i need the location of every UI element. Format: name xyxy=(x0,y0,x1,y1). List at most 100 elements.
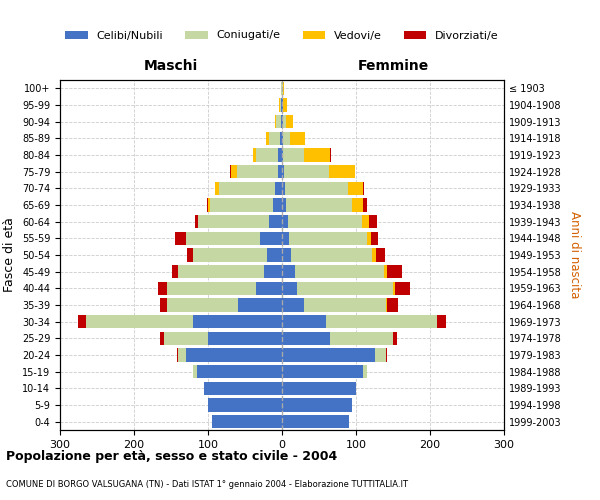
Bar xyxy=(193,315,282,328)
Bar xyxy=(281,115,282,128)
Bar xyxy=(374,348,386,362)
Bar xyxy=(384,265,387,278)
Bar xyxy=(197,365,282,378)
Bar xyxy=(280,98,281,112)
Bar xyxy=(295,265,384,278)
Text: Maschi: Maschi xyxy=(144,59,198,73)
Bar xyxy=(275,115,276,128)
Bar xyxy=(372,248,376,262)
Bar xyxy=(282,215,288,228)
Bar xyxy=(291,248,372,262)
Bar xyxy=(362,215,370,228)
Bar xyxy=(260,232,282,245)
Bar xyxy=(269,132,280,145)
Bar xyxy=(281,98,282,112)
Bar xyxy=(362,182,364,195)
Bar xyxy=(194,215,199,228)
Bar xyxy=(282,382,356,395)
Bar xyxy=(178,348,186,362)
Bar xyxy=(219,182,275,195)
Bar xyxy=(282,298,304,312)
Bar xyxy=(208,332,282,345)
Bar xyxy=(278,148,282,162)
Bar xyxy=(187,248,193,262)
Bar xyxy=(283,148,304,162)
Bar xyxy=(208,398,282,411)
Text: COMUNE DI BORGO VALSUGANA (TN) - Dati ISTAT 1° gennaio 2004 - Elaborazione TUTTI: COMUNE DI BORGO VALSUGANA (TN) - Dati IS… xyxy=(6,480,408,489)
Bar xyxy=(286,115,293,128)
Bar xyxy=(281,82,282,95)
Bar xyxy=(280,132,282,145)
Bar xyxy=(199,215,269,228)
Bar xyxy=(279,98,280,112)
Bar xyxy=(237,165,278,178)
Bar xyxy=(286,198,352,211)
Bar xyxy=(282,82,283,95)
Bar xyxy=(177,348,178,362)
Bar xyxy=(267,248,282,262)
Bar xyxy=(160,298,167,312)
Bar xyxy=(367,232,371,245)
Bar xyxy=(386,298,387,312)
Bar xyxy=(172,265,178,278)
Bar xyxy=(395,282,410,295)
Text: Femmine: Femmine xyxy=(358,59,428,73)
Bar xyxy=(393,282,395,295)
Bar xyxy=(290,132,305,145)
Bar xyxy=(167,282,256,295)
Bar xyxy=(175,232,186,245)
Bar xyxy=(273,198,282,211)
Bar xyxy=(282,332,330,345)
Bar xyxy=(387,265,402,278)
Bar xyxy=(348,182,362,195)
Bar xyxy=(387,298,398,312)
Bar xyxy=(282,182,285,195)
Bar xyxy=(282,248,291,262)
Bar xyxy=(364,198,367,211)
Legend: Celibi/Nubili, Coniugati/e, Vedovi/e, Divorziati/e: Celibi/Nubili, Coniugati/e, Vedovi/e, Di… xyxy=(61,26,503,45)
Bar xyxy=(304,298,386,312)
Bar xyxy=(282,415,349,428)
Bar xyxy=(282,165,284,178)
Bar xyxy=(253,148,256,162)
Bar xyxy=(352,198,364,211)
Bar xyxy=(269,215,282,228)
Bar xyxy=(376,248,385,262)
Bar xyxy=(283,115,286,128)
Bar xyxy=(193,365,197,378)
Bar xyxy=(282,348,374,362)
Bar xyxy=(364,365,367,378)
Bar xyxy=(288,215,362,228)
Bar xyxy=(284,165,329,178)
Bar xyxy=(282,398,352,411)
Bar xyxy=(210,198,273,211)
Bar xyxy=(282,232,289,245)
Bar xyxy=(275,182,282,195)
Bar xyxy=(231,165,237,178)
Bar xyxy=(178,265,263,278)
Bar xyxy=(206,198,208,211)
Bar xyxy=(289,232,367,245)
Bar xyxy=(276,115,281,128)
Bar xyxy=(285,182,348,195)
Bar xyxy=(282,198,286,211)
Bar xyxy=(437,315,446,328)
Bar xyxy=(371,232,378,245)
Bar xyxy=(158,282,167,295)
Bar xyxy=(278,165,282,178)
Bar xyxy=(282,365,364,378)
Bar xyxy=(79,315,86,328)
Bar xyxy=(186,348,282,362)
Bar xyxy=(282,98,283,112)
Bar xyxy=(282,115,283,128)
Bar xyxy=(282,265,295,278)
Bar xyxy=(186,232,260,245)
Bar xyxy=(330,148,331,162)
Bar xyxy=(282,148,283,162)
Bar xyxy=(297,282,393,295)
Y-axis label: Anni di nascita: Anni di nascita xyxy=(568,212,581,298)
Bar xyxy=(282,132,283,145)
Bar xyxy=(263,265,282,278)
Bar xyxy=(230,165,231,178)
Bar xyxy=(283,98,287,112)
